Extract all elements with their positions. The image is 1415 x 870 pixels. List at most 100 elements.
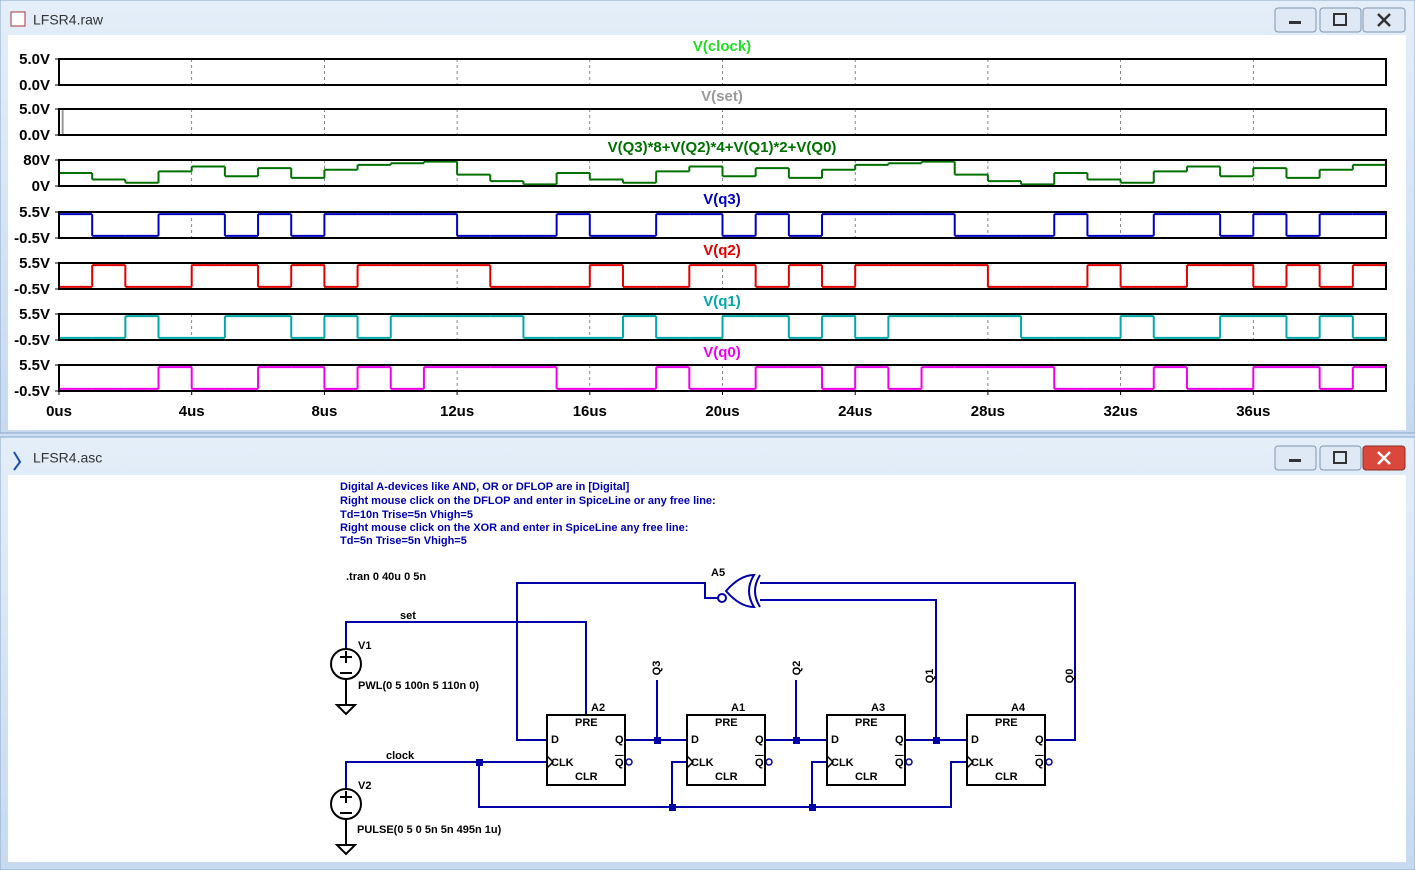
icon — [1377, 451, 1391, 465]
component-name: A1 — [731, 702, 745, 714]
trace-name: V(q2) — [703, 242, 741, 259]
pane: V(q2) 5.5V -0.5V — [14, 242, 1387, 298]
y-tick-label: 80V — [23, 152, 50, 169]
maximize-button[interactable] — [1319, 445, 1362, 471]
dflop-body — [686, 714, 766, 786]
qbar-pin — [625, 758, 633, 766]
y-tick-label: -0.5V — [14, 332, 50, 349]
net-label: Q2 — [791, 661, 803, 676]
xor-gate — [717, 573, 761, 609]
pin-label: D — [551, 734, 559, 746]
dflop: A1 PRE D CLK QQ CLR — [686, 702, 773, 786]
directive: .tran 0 40u 0 5n — [346, 571, 426, 583]
dflop: A3 PRE D CLK QQ CLR — [826, 702, 913, 786]
clock-marker — [546, 755, 555, 769]
pin-label: D — [831, 734, 839, 746]
comment: Right mouse click on the XOR and enter i… — [340, 522, 688, 534]
qbar-pin — [905, 758, 913, 766]
pin-label: PRE — [855, 717, 878, 729]
component-name: A4 — [1011, 702, 1026, 714]
wire — [478, 761, 967, 808]
dflop-body — [966, 714, 1046, 786]
comment: Right mouse click on the DFLOP and enter… — [340, 495, 716, 507]
pin-label: CLR — [855, 771, 878, 783]
net-label: set — [400, 610, 416, 622]
icon — [1377, 13, 1391, 27]
pin-label: CLK — [691, 757, 714, 769]
pin-label: Q — [895, 757, 904, 769]
net-label: Q3 — [651, 661, 663, 676]
pin-label: CLR — [715, 771, 738, 783]
flip-flops: A2PREDCLKQQCLRA1PREDCLKQQCLRA3PREDCLKQQC… — [546, 702, 1053, 786]
pin-label: Q — [615, 734, 624, 746]
y-tick-label: -0.5V — [14, 230, 50, 247]
dflop-body — [546, 714, 626, 786]
pin-label: Q — [615, 757, 624, 769]
x-tick-label: 4us — [179, 403, 205, 420]
dflop: A4 PRE D CLK QQ CLR — [966, 702, 1053, 786]
pin-label: CLK — [831, 757, 854, 769]
comment: Td=5n Trise=5n Vhigh=5 — [340, 535, 467, 547]
window-icon — [10, 11, 26, 27]
y-tick-label: 5.5V — [19, 204, 50, 221]
trace-name: V(clock) — [693, 38, 751, 55]
pin-label: CLR — [575, 771, 598, 783]
net-label: Q0 — [1064, 669, 1076, 684]
x-tick-label: 8us — [311, 403, 337, 420]
minimize-button[interactable] — [1274, 445, 1317, 471]
clock-marker — [686, 755, 695, 769]
net-label: Q1 — [924, 669, 936, 684]
x-tick-label: 36us — [1236, 403, 1270, 420]
maximize-button[interactable] — [1319, 7, 1362, 33]
component-name: V2 — [358, 780, 371, 792]
x-tick-label: 28us — [971, 403, 1005, 420]
pin-label: Q — [1035, 734, 1044, 746]
pane: V(q1) 5.5V -0.5V — [14, 293, 1387, 349]
y-tick-label: 0.0V — [19, 127, 50, 144]
clock-marker — [826, 755, 835, 769]
y-tick-label: 5.0V — [19, 51, 50, 68]
component-value: PWL(0 5 100n 5 110n 0) — [358, 680, 479, 692]
junctions — [476, 737, 940, 811]
dflop: A2 PRE D CLK QQ CLR — [546, 702, 633, 786]
comment: Digital A-devices like AND, OR or DFLOP … — [340, 481, 630, 493]
y-tick-label: -0.5V — [14, 383, 50, 400]
icon — [1289, 459, 1301, 462]
pane: V(set) 5.0V 0.0V — [19, 88, 1387, 144]
pane: V(q3) 5.5V -0.5V — [14, 191, 1387, 247]
pane-border — [58, 262, 1387, 290]
pin-label: Q — [755, 734, 764, 746]
pane: V(q0) 5.5V -0.5V 0us 4us 8us 12us 16us 20us 24us 2… — [14, 344, 1387, 420]
minimize-button[interactable] — [1274, 7, 1317, 33]
y-tick-label: 0.0V — [19, 77, 50, 94]
x-tick-label: 32us — [1103, 403, 1137, 420]
wire — [516, 582, 718, 741]
icon — [1333, 13, 1347, 26]
window-icon — [13, 451, 22, 471]
window-title: LFSR4.raw — [33, 12, 104, 28]
y-tick-label: 5.5V — [19, 306, 50, 323]
y-tick-label: 5.5V — [19, 255, 50, 272]
trace-name: V(q0) — [703, 344, 741, 361]
y-tick-label: -0.5V — [14, 281, 50, 298]
pin-label: CLK — [551, 757, 574, 769]
pane-border — [58, 313, 1387, 341]
pin-label: D — [691, 734, 699, 746]
clock-marker — [966, 755, 975, 769]
icon — [1289, 21, 1301, 24]
pane: V(clock) 5.0V 0.0V — [19, 38, 1387, 94]
y-tick-label: 5.5V — [19, 357, 50, 374]
pin-label: CLR — [995, 771, 1018, 783]
x-tick-label: 24us — [838, 403, 872, 420]
schematic: Digital A-devices like AND, OR or DFLOP … — [330, 481, 1076, 856]
pane-border — [58, 108, 1387, 136]
pane: V(Q3)*8+V(Q2)*4+V(Q1)*2+V(Q0) 80V 0V — [23, 139, 1387, 195]
voltage-source — [330, 788, 362, 856]
pin-label: CLK — [971, 757, 994, 769]
dflop-body — [826, 714, 906, 786]
pane-border — [58, 159, 1387, 187]
component-value: PULSE(0 5 0 5n 5n 495n 1u) — [357, 824, 502, 836]
component-name: A3 — [871, 702, 885, 714]
voltage-source — [330, 648, 362, 716]
component-name: V1 — [358, 640, 371, 652]
